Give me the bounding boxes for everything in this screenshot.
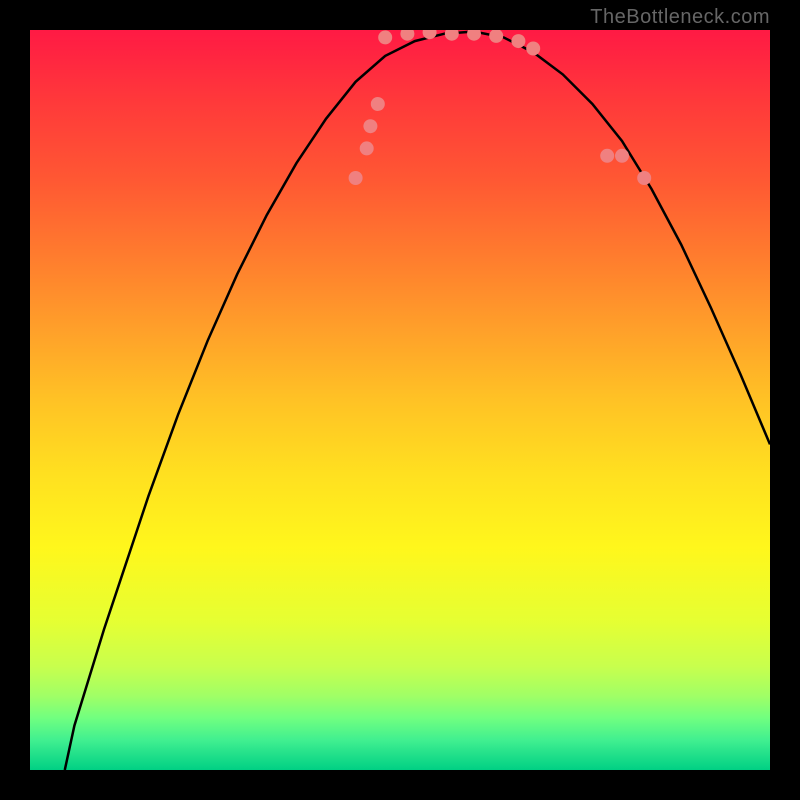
marker-dot xyxy=(600,149,614,163)
marker-dot xyxy=(378,30,392,44)
watermark-text: TheBottleneck.com xyxy=(590,6,770,29)
marker-dot xyxy=(371,97,385,111)
chart-container: TheBottleneck.com xyxy=(0,0,800,800)
marker-dot xyxy=(360,141,374,155)
marker-dot xyxy=(526,42,540,56)
marker-dot xyxy=(637,171,651,185)
marker-dot xyxy=(511,34,525,48)
marker-dot xyxy=(615,149,629,163)
plot-background xyxy=(30,30,770,770)
plot-svg xyxy=(30,30,770,770)
marker-dot xyxy=(349,171,363,185)
marker-dot xyxy=(363,119,377,133)
